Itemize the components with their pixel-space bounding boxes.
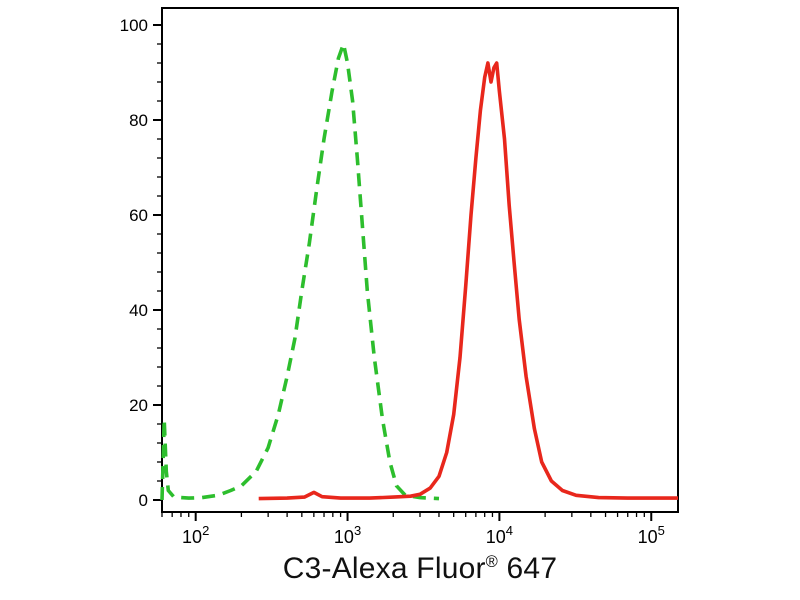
x-axis-title: C3-Alexa Fluor® 647 [40, 552, 800, 586]
plot-border [161, 7, 679, 513]
y-tick-label: 20 [129, 396, 148, 415]
x-tick-label: 102 [182, 523, 209, 547]
x-tick-label: 105 [638, 523, 665, 547]
registered-trademark-symbol: ® [485, 553, 499, 571]
x-tick-label: 104 [486, 523, 513, 547]
y-tick-label: 40 [129, 301, 148, 320]
series-green-dashed [160, 42, 440, 501]
y-tick-label: 60 [129, 206, 148, 225]
y-tick-label: 100 [120, 16, 148, 35]
x-tick-label: 103 [334, 523, 361, 547]
x-axis-title-tail: 647 [498, 552, 558, 585]
x-axis-title-main: C3-Alexa Fluor [282, 552, 486, 585]
series-red-solid [258, 61, 678, 501]
y-tick-label: 0 [139, 491, 148, 510]
y-tick-label: 80 [129, 111, 148, 130]
